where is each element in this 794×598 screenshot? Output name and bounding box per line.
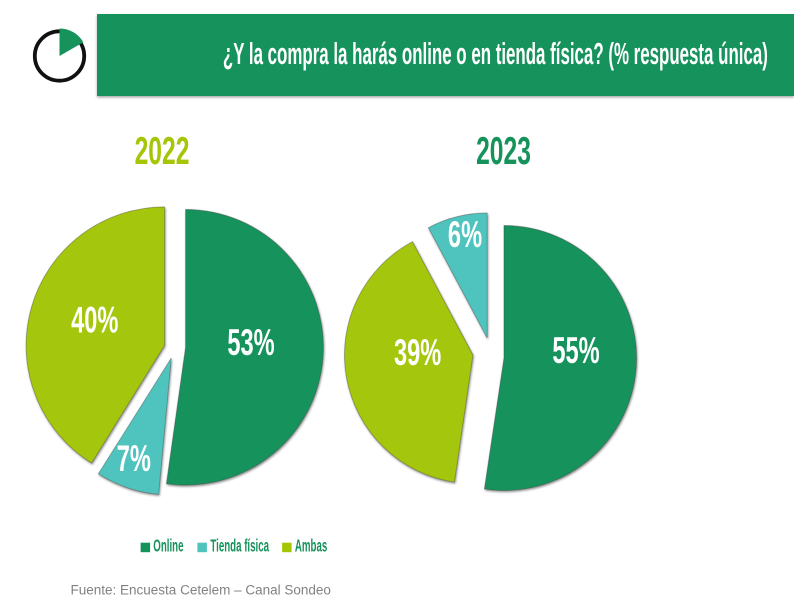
svg-text:2022: 2022 bbox=[135, 129, 190, 172]
svg-text:7%: 7% bbox=[117, 437, 151, 479]
svg-text:39%: 39% bbox=[394, 331, 441, 373]
svg-text:53%: 53% bbox=[227, 321, 274, 363]
svg-text:¿Y la compra la harás online o: ¿Y la compra la harás online o en tienda… bbox=[223, 37, 768, 72]
svg-text:2023: 2023 bbox=[476, 129, 531, 172]
svg-text:Online: Online bbox=[153, 536, 183, 556]
svg-text:Tienda física: Tienda física bbox=[210, 536, 269, 556]
svg-text:Ambas: Ambas bbox=[295, 536, 327, 556]
svg-text:40%: 40% bbox=[71, 299, 118, 341]
svg-text:6%: 6% bbox=[448, 213, 482, 255]
svg-text:55%: 55% bbox=[552, 329, 599, 371]
svg-text:Fuente: Encuesta Cetelem – Can: Fuente: Encuesta Cetelem – Canal Sondeo bbox=[71, 583, 331, 598]
